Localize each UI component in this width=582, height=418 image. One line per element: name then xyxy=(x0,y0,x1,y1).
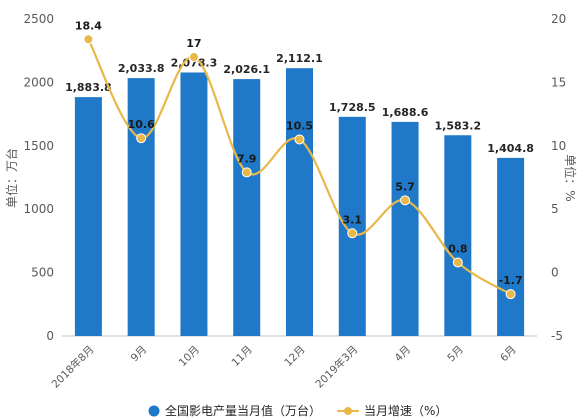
bar-series xyxy=(74,68,525,337)
right-tick-label: 10 xyxy=(551,139,566,153)
line-value-label: -1.7 xyxy=(499,274,523,287)
line-point xyxy=(83,34,94,45)
bar xyxy=(127,78,155,336)
bar-value-label: 1,404.8 xyxy=(487,142,534,155)
category-label: 12月 xyxy=(282,344,307,369)
category-label: 5月 xyxy=(445,344,466,365)
line-value-label: 10.5 xyxy=(286,119,313,132)
left-axis-title: 单位：万台 xyxy=(4,148,19,208)
bar xyxy=(497,157,525,336)
left-tick-label: 500 xyxy=(31,266,54,280)
category-label: 2019年3月 xyxy=(313,343,361,391)
line-point xyxy=(188,52,199,63)
line-value-label: 7.9 xyxy=(237,152,257,165)
category-label: 10月 xyxy=(177,344,202,369)
legend-bar-label: 全国影电产量当月值（万台） xyxy=(165,403,321,418)
line-point xyxy=(347,228,358,239)
bar xyxy=(444,135,472,336)
bar-value-label: 2,112.1 xyxy=(276,52,323,65)
growth-line xyxy=(87,38,512,296)
line-value-label: 3.1 xyxy=(343,213,363,226)
line-point xyxy=(505,289,516,300)
bar xyxy=(338,116,366,336)
bar xyxy=(180,72,208,336)
category-label: 4月 xyxy=(393,344,414,365)
bar xyxy=(391,121,419,336)
line-point xyxy=(136,133,147,144)
left-tick-label: 0 xyxy=(46,329,54,343)
bar-value-label: 1,728.5 xyxy=(329,101,376,114)
line-value-label: 5.7 xyxy=(395,180,415,193)
left-tick-label: 1500 xyxy=(23,139,54,153)
right-tick-label: 15 xyxy=(551,75,566,89)
bar-value-label: 2,026.1 xyxy=(223,63,270,76)
right-tick-label: 20 xyxy=(551,12,566,26)
line-point xyxy=(400,195,411,206)
bar-value-label: 2,033.8 xyxy=(118,62,165,75)
category-label: 6月 xyxy=(498,344,519,365)
right-tick-label: 0 xyxy=(551,266,559,280)
bar-value-label: 1,688.6 xyxy=(382,106,429,119)
bar-value-label: 1,883.8 xyxy=(65,81,112,94)
bar xyxy=(233,79,261,337)
right-tick-label: -5 xyxy=(551,329,563,343)
legend-line-label: 当月增速（%） xyxy=(364,404,447,418)
line-point xyxy=(452,257,463,268)
right-axis-ticks: -5 0 5 10 15 20 xyxy=(551,12,566,343)
bar xyxy=(74,97,102,337)
left-axis-ticks: 0 500 1000 1500 2000 2500 xyxy=(23,12,54,343)
bar xyxy=(286,68,313,336)
left-tick-label: 1000 xyxy=(23,202,54,216)
legend-line-marker xyxy=(344,407,352,415)
category-label: 2018年8月 xyxy=(49,343,97,391)
line-series xyxy=(83,34,516,300)
line-point xyxy=(294,134,305,145)
left-tick-label: 2500 xyxy=(23,12,54,26)
line-value-label: 17 xyxy=(186,37,201,50)
left-tick-label: 2000 xyxy=(23,75,54,89)
bar-value-label: 1,583.2 xyxy=(435,119,482,132)
legend-bar-marker xyxy=(148,405,160,417)
right-axis-title: 单位：% xyxy=(563,154,578,201)
line-value-label: 0.8 xyxy=(448,242,468,255)
line-value-label: 10.6 xyxy=(128,118,155,131)
legend: 全国影电产量当月值（万台） 当月增速（%） xyxy=(148,403,447,418)
bar-data-labels: 1,883.82,033.8 2,078.32,026.12,112.11,728… xyxy=(65,52,534,155)
category-labels: 2018年8月 9月 10月 11月 12月 2019年3月 4月 5月 6月 xyxy=(49,343,519,391)
right-tick-label: 5 xyxy=(551,202,559,216)
category-label: 11月 xyxy=(229,344,254,369)
category-label: 9月 xyxy=(129,344,150,365)
line-point xyxy=(241,167,252,178)
line-value-label: 18.4 xyxy=(75,19,102,32)
line-data-labels: 18.4 10.6 17 7.9 10.5 3.1 5.7 0.8 -1.7 xyxy=(75,19,523,287)
